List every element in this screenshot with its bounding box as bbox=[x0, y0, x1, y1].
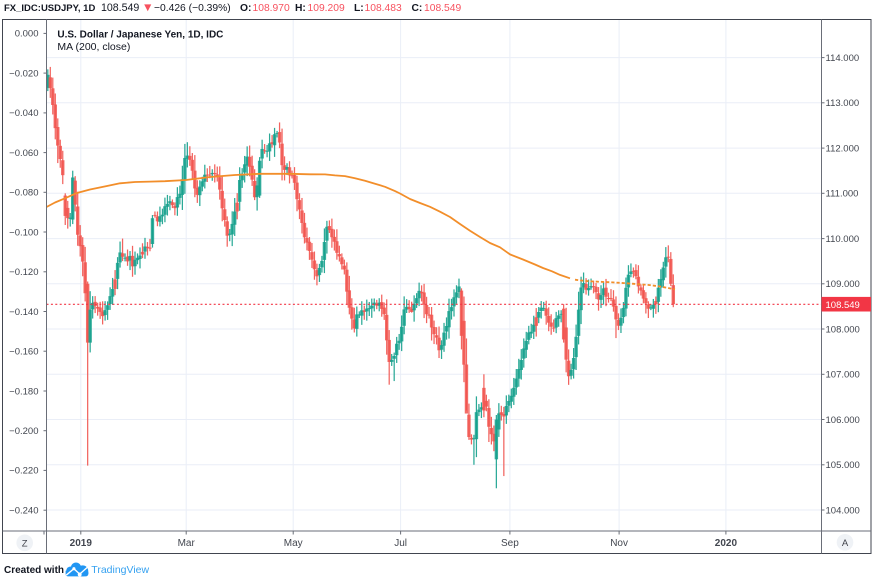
svg-text:−0.140: −0.140 bbox=[9, 307, 38, 318]
svg-text:A: A bbox=[842, 538, 849, 549]
svg-text:−0.200: −0.200 bbox=[9, 426, 38, 437]
svg-text:105.000: 105.000 bbox=[826, 460, 860, 471]
svg-text:106.000: 106.000 bbox=[826, 415, 860, 426]
svg-text:−0.020: −0.020 bbox=[9, 68, 38, 79]
svg-text:MA (200, close): MA (200, close) bbox=[57, 41, 130, 53]
svg-text:−0.060: −0.060 bbox=[9, 148, 38, 159]
svg-text:110.000: 110.000 bbox=[826, 234, 860, 245]
svg-text:108.549: 108.549 bbox=[826, 300, 860, 311]
svg-text:−0.220: −0.220 bbox=[9, 466, 38, 477]
svg-text:−0.426 (−0.39%): −0.426 (−0.39%) bbox=[154, 3, 231, 14]
svg-text:113.000: 113.000 bbox=[826, 98, 860, 109]
svg-text:114.000: 114.000 bbox=[826, 53, 860, 64]
svg-text:−0.160: −0.160 bbox=[9, 347, 38, 358]
svg-text:−0.100: −0.100 bbox=[9, 227, 38, 238]
svg-text:112.000: 112.000 bbox=[826, 143, 860, 154]
svg-text:2019: 2019 bbox=[70, 538, 93, 549]
svg-text:Nov: Nov bbox=[610, 538, 628, 549]
svg-text:108.549: 108.549 bbox=[424, 3, 461, 14]
svg-text:O:: O: bbox=[240, 3, 251, 14]
svg-text:H:: H: bbox=[295, 3, 306, 14]
svg-text:Z: Z bbox=[22, 538, 28, 549]
svg-text:Created with: Created with bbox=[4, 565, 64, 576]
svg-text:108.483: 108.483 bbox=[365, 3, 402, 14]
svg-text:Jul: Jul bbox=[394, 538, 407, 549]
svg-text:104.000: 104.000 bbox=[826, 505, 860, 516]
svg-text:107.000: 107.000 bbox=[826, 370, 860, 381]
svg-text:2020: 2020 bbox=[715, 538, 738, 549]
svg-text:109.209: 109.209 bbox=[308, 3, 345, 14]
svg-text:−0.240: −0.240 bbox=[9, 506, 38, 517]
svg-text:−0.180: −0.180 bbox=[9, 386, 38, 397]
svg-text:111.000: 111.000 bbox=[826, 189, 859, 200]
svg-text:Mar: Mar bbox=[178, 538, 196, 549]
svg-text:May: May bbox=[284, 538, 303, 549]
svg-text:108.000: 108.000 bbox=[826, 324, 860, 335]
svg-text:C:: C: bbox=[412, 3, 423, 14]
svg-text:Sep: Sep bbox=[501, 538, 519, 549]
svg-text:108.549: 108.549 bbox=[101, 2, 139, 14]
svg-text:109.000: 109.000 bbox=[826, 279, 860, 290]
svg-text:−0.120: −0.120 bbox=[9, 267, 38, 278]
svg-text:108.970: 108.970 bbox=[253, 3, 290, 14]
svg-text:U.S. Dollar / Japanese Yen, 1D: U.S. Dollar / Japanese Yen, 1D, IDC bbox=[57, 29, 223, 40]
svg-text:−0.080: −0.080 bbox=[9, 188, 38, 199]
svg-text:L:: L: bbox=[354, 3, 364, 14]
svg-text:FX_IDC:USDJPY, 1D: FX_IDC:USDJPY, 1D bbox=[4, 3, 95, 14]
svg-text:−0.040: −0.040 bbox=[9, 108, 38, 119]
svg-text:TradingView: TradingView bbox=[91, 564, 149, 576]
svg-text:0.000: 0.000 bbox=[15, 29, 39, 40]
